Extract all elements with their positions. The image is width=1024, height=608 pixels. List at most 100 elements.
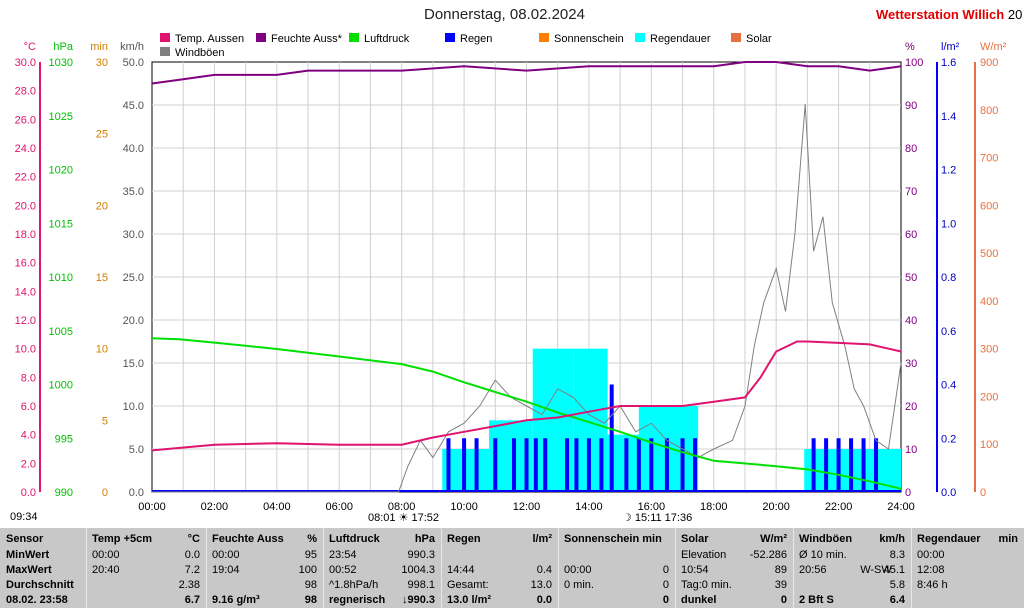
weather-chart: 30.0 28.0 26.0 24.0 22.0 20.0 18.0 16.0 14.0 12.0… xyxy=(15,33,1007,513)
rain-bar xyxy=(811,438,816,492)
temp-axis-tick: 26.0 xyxy=(15,114,36,126)
rain-bar xyxy=(849,438,854,492)
rain-bar xyxy=(636,438,641,492)
solar-axis-tick: 0 xyxy=(980,487,986,499)
wind-axis-tick: 15.0 xyxy=(123,358,144,370)
station-brand: Wetterstation Willich 20 xyxy=(876,7,1023,22)
rain-bar xyxy=(664,438,669,492)
wind-axis-tick: 5.0 xyxy=(129,444,144,456)
rain-axis-tick: 0.6 xyxy=(941,326,956,338)
column-separator xyxy=(793,528,794,608)
cell-value: ↓990.3 xyxy=(401,594,435,606)
time-tick: 22:00 xyxy=(825,501,853,513)
legend-swatch xyxy=(256,33,266,42)
cell-label: 20:40 xyxy=(92,564,120,576)
temp-axis-tick: 0.0 xyxy=(21,487,36,499)
cell-value: 7.2 xyxy=(184,564,200,576)
rain-axis-unit: l/m² xyxy=(941,41,960,53)
windboeen-line xyxy=(152,104,902,493)
legend-label: Feuchte Auss* xyxy=(271,33,343,45)
table-column: Sensor MinWert MaxWert Durchschnitt 08.02. 2… xyxy=(0,528,86,608)
temp-axis-tick: 2.0 xyxy=(21,458,36,470)
rain-bar xyxy=(565,438,570,492)
rain-axis-tick: 0.2 xyxy=(941,433,956,445)
legend-label: Regen xyxy=(460,33,492,45)
cell-label: Tag:0 min. xyxy=(681,579,732,591)
legend-swatch xyxy=(349,33,359,42)
temp-axis-tick: 12.0 xyxy=(15,315,36,327)
rain-bar xyxy=(446,438,451,492)
temp-axis-tick: 8.0 xyxy=(21,372,36,384)
rain-bar xyxy=(874,438,879,492)
cell-value: 0.0 xyxy=(536,594,552,606)
humidity-axis-tick: 10 xyxy=(905,444,917,456)
column-unit: °C xyxy=(187,533,200,545)
cell-label: 8:46 h xyxy=(917,579,948,591)
cell-label: dunkel xyxy=(681,594,717,606)
minutes-axis-tick: 10 xyxy=(96,344,108,356)
solar-axis-tick: 100 xyxy=(980,439,998,451)
pressure-axis-tick: 995 xyxy=(55,433,73,445)
cell-value: 98 xyxy=(304,594,317,606)
cell-value: 6.7 xyxy=(184,594,200,606)
cell-value: 100 xyxy=(298,564,317,576)
pressure-axis-tick: 990 xyxy=(55,487,73,499)
minutes-axis-unit: min xyxy=(90,41,108,53)
table-column: Solar W/m² Elevation -52.286 10:54 89 Tag:0 mi… xyxy=(675,528,793,608)
cell-value: 13.0 xyxy=(530,579,552,591)
legend-label: Windböen xyxy=(175,47,225,59)
rain-axis-tick: 0.8 xyxy=(941,272,956,284)
temp-axis-tick: 22.0 xyxy=(15,172,36,184)
pressure-axis-tick: 1030 xyxy=(49,57,73,69)
feuchte-line xyxy=(151,61,902,85)
solar-axis-unit: W/m² xyxy=(980,41,1007,53)
table-row: 0 xyxy=(558,593,669,608)
column-title: Luftdruck xyxy=(329,533,380,545)
column-title: Solar xyxy=(681,533,709,545)
column-unit: W/m² xyxy=(760,533,787,545)
table-row: 20:40 7.2 xyxy=(86,563,200,578)
wind-axis-tick: 35.0 xyxy=(123,186,144,198)
table-column: Feuchte Auss% 00:00 95 19:04 100 98 9.16 g/m³ 9… xyxy=(206,528,323,608)
table-row: 00:00 0.0 xyxy=(86,548,200,563)
cell-value: 1004.3 xyxy=(401,564,435,576)
rain-bar xyxy=(524,438,529,492)
table-row: 00:00 xyxy=(911,548,1018,563)
table-row: 2.38 xyxy=(86,578,200,593)
table-row: Gesamt: 13.0 xyxy=(441,578,552,593)
chart-title: Donnerstag, 08.02.2024 xyxy=(424,6,585,23)
column-title: Feuchte Auss xyxy=(212,533,284,545)
table-row xyxy=(558,548,669,563)
rain-bar xyxy=(586,438,591,492)
table-row: MinWert xyxy=(0,548,80,563)
summary-table: Sensor MinWert MaxWert Durchschnitt 08.02. 2… xyxy=(0,528,1024,608)
wind-axis-tick: 50.0 xyxy=(123,57,144,69)
time-tick: 04:00 xyxy=(263,501,291,513)
table-row: regnerisch ↓990.3 xyxy=(323,593,435,608)
table-column: Regendauer min 00:00 12:08 8:46 h xyxy=(911,528,1024,608)
minutes-axis-tick: 20 xyxy=(96,200,108,212)
table-row: 0 min. 0 xyxy=(558,578,669,593)
table-column: Luftdruck hPa 23:54 990.3 00:52 1004.3 ^1.8hPa… xyxy=(323,528,441,608)
temp-axis-tick: 6.0 xyxy=(21,401,36,413)
solar-axis-tick: 300 xyxy=(980,344,998,356)
cell-label: ^1.8hPa/h xyxy=(329,579,379,591)
pressure-axis-tick: 1025 xyxy=(49,111,73,123)
table-row: ^1.8hPa/h 998.1 xyxy=(323,578,435,593)
wind-axis-tick: 25.0 xyxy=(123,272,144,284)
time-tick: 14:00 xyxy=(575,501,603,513)
minutes-axis-tick: 15 xyxy=(96,272,108,284)
table-column: Temp +5cm °C 00:00 0.0 20:40 7.2 2.38 6.7 xyxy=(86,528,206,608)
table-row: 2 Bft S 6.4 xyxy=(793,593,905,608)
rain-bar xyxy=(462,438,467,492)
solar-axis-tick: 400 xyxy=(980,296,998,308)
rain-axis-tick: 1.2 xyxy=(941,165,956,177)
time-tick: 24:00 xyxy=(887,501,915,513)
temp-axis-tick: 18.0 xyxy=(15,229,36,241)
table-column: Regen l/m² 14:44 0.4 Gesamt: 13.0 13.0 l/m² 0.0 xyxy=(441,528,558,608)
rain-bar xyxy=(493,438,498,492)
column-separator xyxy=(911,528,912,608)
table-row: 98 xyxy=(206,578,317,593)
solar-axis-tick: 600 xyxy=(980,200,998,212)
minutes-axis-tick: 0 xyxy=(102,487,108,499)
